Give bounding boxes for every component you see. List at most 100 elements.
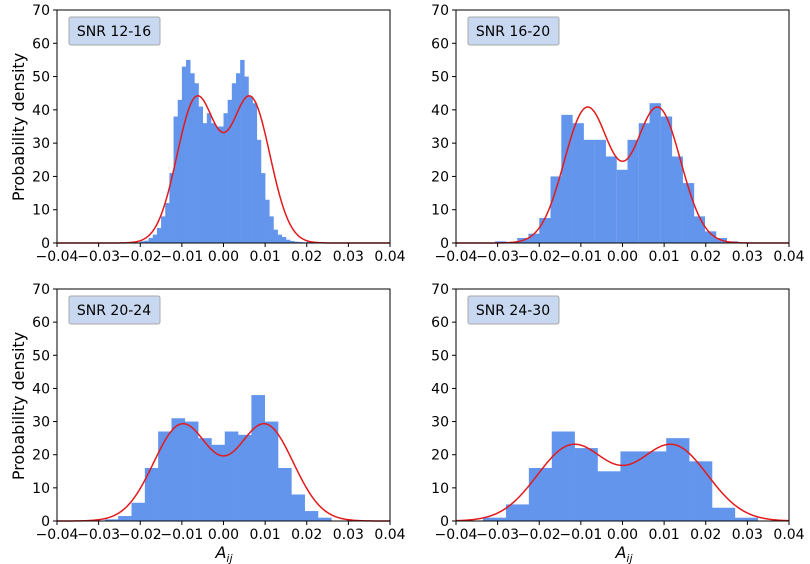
histogram-bar bbox=[550, 176, 562, 243]
x-tick-label: −0.02 bbox=[518, 249, 561, 265]
histogram-bar bbox=[294, 241, 299, 243]
histogram-bar bbox=[140, 241, 145, 243]
y-tick-label: 20 bbox=[32, 448, 50, 464]
y-axis-label-bottom: Probability density bbox=[9, 332, 28, 480]
x-tick-label: −0.02 bbox=[119, 527, 162, 543]
legend-box bbox=[467, 16, 560, 46]
x-tick-label: 0.01 bbox=[649, 527, 680, 543]
x-tick-label: −0.01 bbox=[559, 527, 602, 543]
x-tick-label: 0.02 bbox=[690, 249, 721, 265]
x-tick-label: −0.01 bbox=[160, 249, 203, 265]
subplot-3: −0.04−0.03−0.02−0.01 0.00 0.01 0.02 0.03 0.04… bbox=[32, 282, 406, 543]
histogram-bar bbox=[251, 395, 266, 521]
histogram-bar bbox=[734, 517, 759, 521]
y-tick-label: 30 bbox=[431, 415, 449, 431]
x-tick-label: −0.04 bbox=[36, 249, 79, 265]
histogram-bar bbox=[248, 96, 253, 243]
histogram-bar bbox=[649, 103, 661, 243]
panel-title: SNR 20-24 bbox=[77, 303, 151, 319]
histogram-bar bbox=[144, 240, 149, 243]
histogram-bar bbox=[285, 239, 291, 243]
histogram-bar bbox=[223, 113, 228, 243]
x-tick-label: −0.01 bbox=[160, 527, 203, 543]
histogram-bar bbox=[181, 66, 187, 243]
histogram-bar bbox=[583, 139, 595, 243]
histogram-bar bbox=[704, 231, 717, 243]
panel-title: SNR 12-16 bbox=[77, 24, 151, 40]
histogram-bar bbox=[620, 451, 644, 521]
y-tick-label: 30 bbox=[431, 136, 449, 152]
histogram-bar bbox=[260, 173, 266, 243]
fit-curve bbox=[455, 443, 790, 522]
subplot-2: −0.04−0.03−0.02−0.01 0.00 0.01 0.02 0.03 0.04… bbox=[431, 3, 805, 265]
x-tick-label: −0.03 bbox=[476, 249, 519, 265]
histogram-bar bbox=[278, 467, 292, 521]
panel-title: SNR 16-20 bbox=[476, 24, 550, 40]
x-tick-label: 0.02 bbox=[291, 249, 322, 265]
histogram-bar bbox=[666, 438, 690, 521]
histogram-bar bbox=[483, 517, 507, 521]
x-tick-label: 0.04 bbox=[374, 249, 405, 265]
y-tick-label: 40 bbox=[32, 103, 50, 119]
y-tick-label: 0 bbox=[41, 236, 50, 252]
y-tick-label: 0 bbox=[440, 514, 449, 530]
y-tick-label: 70 bbox=[431, 3, 449, 19]
histogram-bar bbox=[627, 139, 639, 243]
histogram-bar bbox=[306, 241, 312, 243]
histogram-bar bbox=[643, 451, 667, 521]
fit-curve bbox=[57, 422, 390, 522]
y-tick-label: 20 bbox=[32, 169, 50, 185]
x-tick-label: 0.01 bbox=[250, 249, 281, 265]
histogram-bar bbox=[304, 511, 319, 521]
histogram-bar bbox=[281, 237, 287, 243]
legend-box bbox=[68, 16, 161, 46]
y-tick-label: 0 bbox=[440, 236, 449, 252]
histogram-bar bbox=[190, 73, 195, 244]
histogram-bar bbox=[671, 156, 683, 243]
histogram-bar bbox=[252, 103, 258, 243]
histogram-bar bbox=[256, 139, 262, 243]
y-tick-label: 40 bbox=[431, 381, 449, 397]
x-tick-label: 0.01 bbox=[250, 527, 281, 543]
x-tick-label: −0.04 bbox=[435, 249, 478, 265]
x-axis-label-right: Aij bbox=[614, 543, 633, 564]
histogram-bar bbox=[711, 507, 736, 521]
x-tick-label: 0.04 bbox=[773, 249, 804, 265]
histogram-bar bbox=[235, 73, 241, 244]
legend-box bbox=[467, 295, 560, 325]
histogram-bar bbox=[186, 59, 191, 244]
histogram-bar bbox=[211, 444, 226, 521]
x-axis-label-sub-right: ij bbox=[626, 552, 633, 564]
x-tick-label: −0.02 bbox=[518, 527, 561, 543]
y-tick-label: 70 bbox=[431, 282, 449, 298]
histogram-bar bbox=[539, 218, 551, 243]
y-tick-label: 20 bbox=[431, 448, 449, 464]
subplot-4: −0.04−0.03−0.02−0.01 0.00 0.01 0.02 0.03 0.04… bbox=[431, 282, 805, 543]
y-tick-label: 50 bbox=[32, 348, 50, 364]
histogram-bar bbox=[184, 421, 199, 521]
x-tick-label: −0.04 bbox=[36, 527, 79, 543]
x-axis-label-sub-left: ij bbox=[226, 552, 233, 564]
histogram-bar bbox=[528, 233, 540, 243]
histogram-bar bbox=[572, 123, 584, 243]
histogram-bar bbox=[118, 516, 132, 521]
histogram-bar bbox=[198, 438, 212, 521]
x-tick-label: 0.00 bbox=[208, 249, 239, 265]
y-tick-label: 10 bbox=[32, 481, 50, 497]
x-tick-label: −0.03 bbox=[476, 527, 519, 543]
y-axis-label-top: Probability density bbox=[9, 53, 28, 201]
subplot-grid: −0.04−0.03−0.02−0.01 0.00 0.01 0.02 0.03 0.04… bbox=[32, 3, 805, 543]
histogram-bar bbox=[177, 99, 183, 244]
y-tick-label: 20 bbox=[431, 169, 449, 185]
histogram-bar bbox=[158, 431, 172, 521]
histogram-bar bbox=[131, 502, 146, 521]
y-tick-label: 60 bbox=[431, 315, 449, 331]
x-axis-label-main-right: A bbox=[614, 543, 626, 562]
y-tick-label: 50 bbox=[32, 70, 50, 86]
histogram-bar bbox=[597, 471, 621, 521]
x-tick-label: 0.01 bbox=[649, 249, 680, 265]
histogram-bar bbox=[224, 431, 239, 521]
histogram-bar bbox=[317, 517, 332, 521]
y-tick-label: 70 bbox=[32, 3, 50, 19]
